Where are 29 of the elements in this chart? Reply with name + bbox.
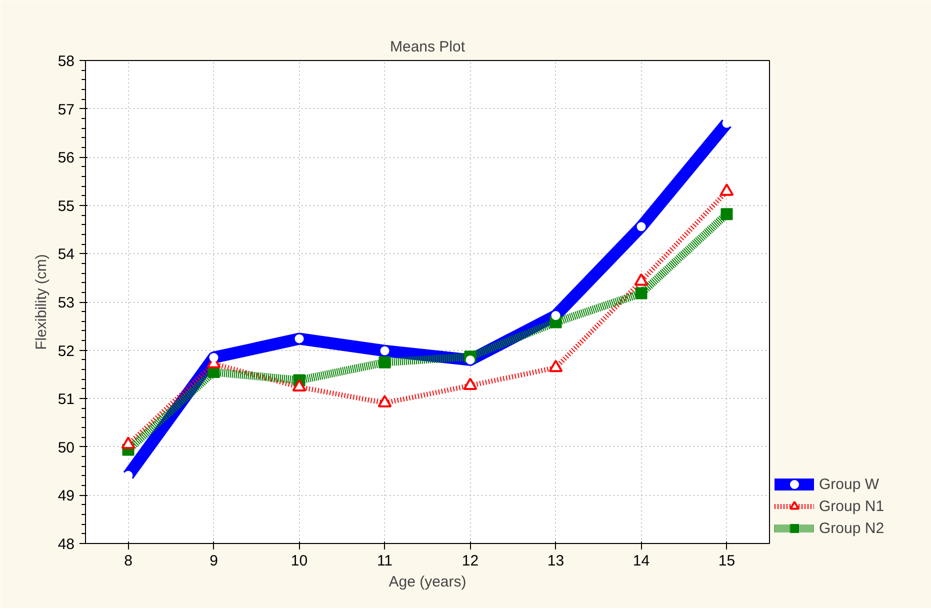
point (463, 378, 478, 390)
point (720, 208, 733, 220)
point (635, 287, 648, 300)
y-tick-label: 56 (58, 150, 75, 167)
x-tick-label: 10 (290, 552, 308, 570)
x-tick-label: 12 (462, 552, 479, 570)
y-tick-label: 53 (58, 294, 75, 312)
chart-title: Means Plot (390, 38, 466, 56)
y-tick-label: 50 (58, 439, 75, 456)
y-axis-title: Flexibility (cm) (32, 254, 50, 350)
y-tick-label: 48 (58, 536, 75, 553)
y-tick-label: 55 (58, 198, 75, 215)
legend-label: Group W (819, 476, 880, 492)
x-tick-label: 9 (210, 552, 218, 570)
x-tick-label: 14 (632, 552, 650, 570)
y-tick-label: 49 (58, 488, 75, 505)
y-tick-label: 51 (58, 391, 75, 408)
x-axis-title: Age (years) (388, 574, 466, 590)
x-tick-label: 15 (718, 552, 736, 570)
point (378, 356, 391, 368)
y-tick-label: 54 (58, 246, 75, 264)
x-tick-label: 8 (124, 552, 132, 570)
legend-label: Group N2 (819, 520, 884, 536)
x-tick-label: 13 (547, 552, 564, 570)
y-tick-label: 52 (58, 342, 75, 360)
x-tick-label: 11 (376, 552, 393, 570)
y-tick-label: 57 (58, 101, 75, 118)
legend-label: Group N1 (819, 498, 884, 514)
y-tick-label: 58 (58, 53, 75, 70)
